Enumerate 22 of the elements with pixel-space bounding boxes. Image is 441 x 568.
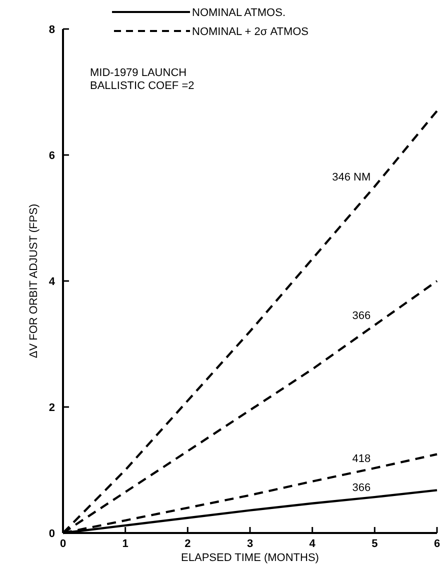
- x-tick-label: 5: [372, 538, 378, 550]
- x-tick-label: 6: [434, 538, 440, 550]
- y-axis-title: ΔV FOR ORBIT ADJUST (FPS): [28, 204, 40, 358]
- annotation: MID-1979 LAUNCH: [90, 67, 187, 79]
- series-label: 366: [352, 482, 371, 494]
- series-label: 346 NM: [332, 172, 371, 184]
- text: NOMINAL ATMOS.: [192, 7, 286, 19]
- x-tick-label: 4: [309, 538, 316, 550]
- y-tick-label: 8: [48, 24, 55, 36]
- x-tick-label: 0: [60, 538, 66, 550]
- annotation: BALLISTIC COEF =2: [90, 80, 194, 92]
- series-label: 366: [352, 310, 371, 322]
- x-tick-label: 2: [184, 538, 191, 550]
- y-tick-label: 2: [48, 402, 55, 414]
- y-tick-label: 6: [48, 150, 55, 162]
- y-tick-label: 0: [48, 528, 55, 540]
- y-tick-label: 4: [48, 276, 56, 288]
- annotation: NOMINAL + 2σ ATMOS: [192, 26, 309, 38]
- x-tick-label: 1: [122, 538, 128, 550]
- x-tick-label: 3: [246, 538, 254, 550]
- series-label: 418: [352, 453, 371, 466]
- x-axis-title: ELAPSED TIME (MONTHS): [181, 552, 319, 564]
